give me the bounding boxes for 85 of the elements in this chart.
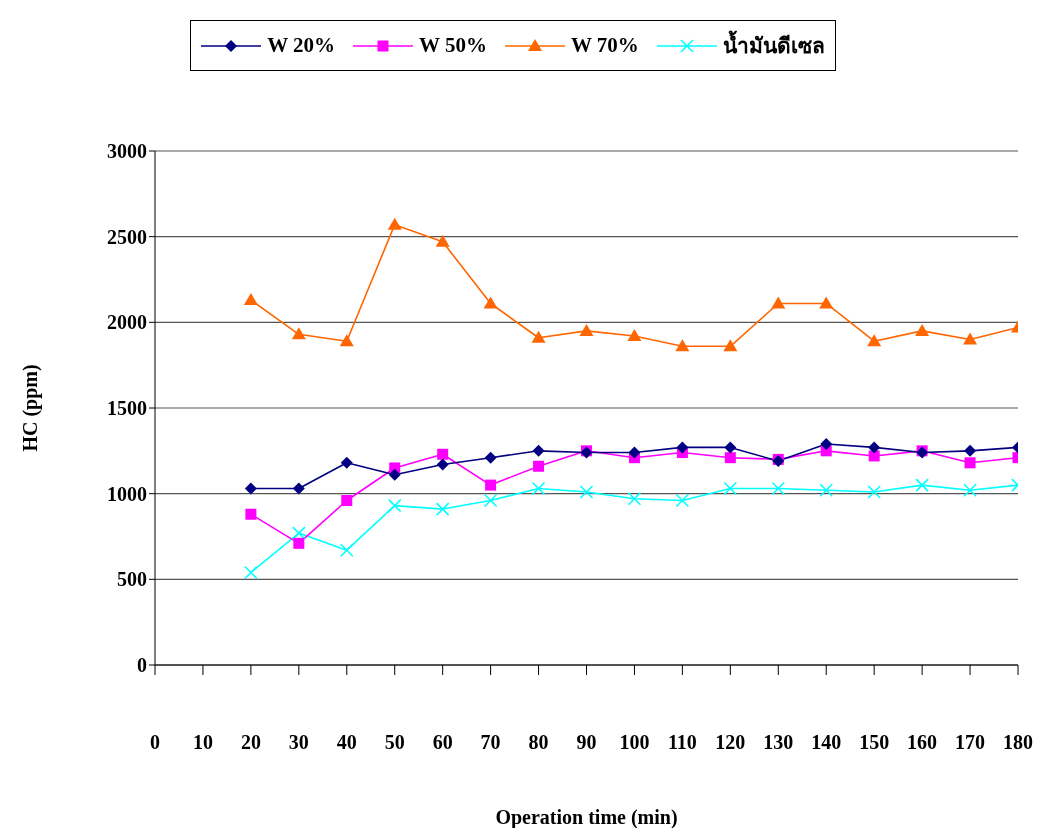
x-tick-label: 60: [432, 731, 453, 754]
y-tick-label: 3000: [107, 140, 147, 163]
point: [723, 339, 738, 352]
point: [771, 296, 786, 309]
point: [435, 234, 450, 247]
point: [724, 441, 737, 454]
point: [915, 323, 930, 336]
point: [675, 493, 690, 508]
x-tick-label: 80: [528, 731, 549, 754]
point: [724, 452, 736, 464]
point: [437, 448, 449, 460]
x-tick-label: 50: [384, 731, 405, 754]
x-tick-label: 30: [288, 731, 309, 754]
point: [627, 492, 642, 506]
point: [243, 293, 258, 306]
point: [867, 334, 882, 347]
point: [868, 450, 880, 462]
y-axis-title: HC (ppm): [19, 364, 43, 452]
point: [435, 502, 450, 516]
x-axis-title: Operation time (min): [495, 806, 678, 829]
point: [819, 483, 834, 498]
point: [292, 482, 305, 495]
point: [483, 296, 498, 309]
point: [627, 329, 642, 342]
point: [628, 446, 641, 459]
point: [485, 479, 497, 491]
point: [339, 334, 354, 347]
point: [579, 485, 594, 499]
point: [532, 444, 545, 457]
point: [436, 458, 449, 471]
x-tick-label: 180: [1003, 731, 1033, 754]
point: [339, 543, 354, 558]
legend-label: W 20%: [267, 33, 336, 58]
point: [531, 481, 546, 496]
point: [579, 323, 594, 336]
point: [675, 339, 690, 352]
y-tick-label: 2000: [107, 311, 147, 334]
x-tick-label: 120: [715, 731, 746, 754]
legend-label: W 70%: [570, 33, 639, 58]
point: [868, 441, 881, 454]
x-tick-label: 170: [955, 731, 986, 754]
x-tick-label: 160: [907, 731, 938, 754]
point: [293, 537, 305, 549]
point: [387, 498, 402, 513]
point: [963, 332, 978, 345]
x-tick-label: 100: [619, 731, 650, 754]
point: [531, 330, 546, 343]
y-tick-label: 0: [137, 654, 147, 677]
x-tick-label: 70: [480, 731, 501, 754]
y-tick-label: 2500: [107, 225, 147, 248]
x-tick-label: 140: [811, 731, 842, 754]
point: [819, 296, 834, 309]
point: [820, 437, 833, 450]
point: [533, 460, 545, 472]
point: [963, 483, 977, 498]
point: [483, 493, 498, 508]
point: [484, 451, 497, 464]
point: [341, 495, 353, 507]
point: [964, 457, 976, 469]
y-tick-label: 500: [117, 568, 147, 591]
y-tick-label: 1000: [107, 482, 147, 505]
y-tick-label: 1500: [107, 397, 147, 420]
point: [292, 526, 306, 540]
point: [676, 441, 689, 454]
legend-label: น้ำมันดีเซล: [722, 29, 825, 60]
x-tick-label: 150: [859, 731, 890, 754]
x-tick-label: 20: [240, 731, 261, 754]
point: [387, 217, 402, 230]
point: [245, 508, 257, 520]
x-tick-label: 90: [576, 731, 597, 754]
point: [915, 478, 929, 492]
x-tick-label: 130: [763, 731, 794, 754]
point: [723, 481, 738, 496]
point: [964, 444, 977, 457]
point: [867, 485, 881, 499]
x-tick-label: 40: [336, 731, 357, 754]
point: [291, 327, 306, 340]
point: [244, 482, 257, 495]
point: [771, 481, 786, 496]
x-tick-label: 110: [667, 731, 697, 754]
point: [388, 468, 401, 481]
legend-label: W 50%: [419, 33, 487, 58]
x-tick-label: 10: [192, 731, 213, 754]
point: [340, 456, 353, 469]
point: [244, 565, 258, 580]
